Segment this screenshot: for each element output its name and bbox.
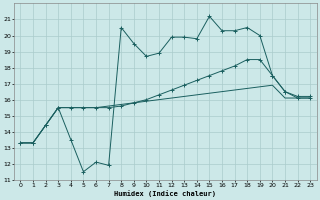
X-axis label: Humidex (Indice chaleur): Humidex (Indice chaleur) [114, 190, 216, 197]
